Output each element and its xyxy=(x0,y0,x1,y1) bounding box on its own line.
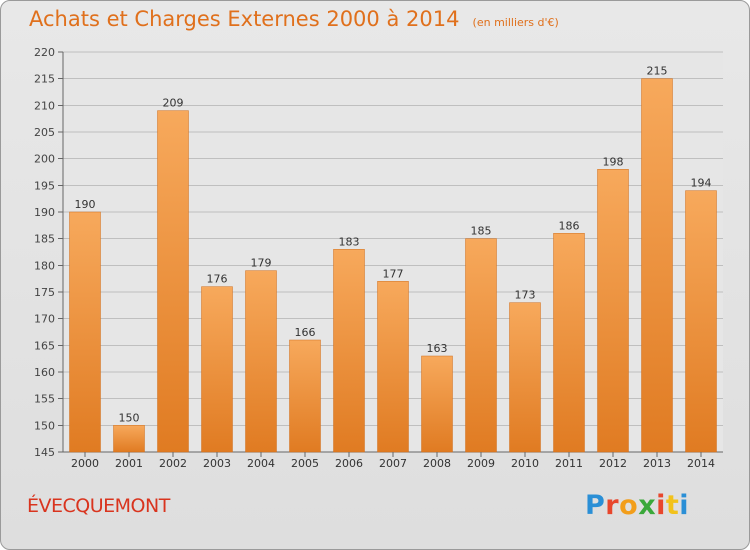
data-label: 185 xyxy=(471,225,492,238)
x-tick-label: 2005 xyxy=(291,457,319,470)
data-label: 179 xyxy=(251,257,272,270)
bar xyxy=(465,238,497,453)
bar xyxy=(333,249,365,453)
y-tick-label: 175 xyxy=(34,286,55,299)
x-tick-label: 2003 xyxy=(203,457,231,470)
chart-subtitle: (en milliers d'€) xyxy=(472,16,559,29)
x-tick-label: 2001 xyxy=(115,457,143,470)
bar xyxy=(685,190,717,453)
data-label: 163 xyxy=(427,342,448,355)
bar xyxy=(289,339,321,453)
logo-letter: P xyxy=(585,490,606,521)
y-tick-label: 170 xyxy=(34,313,55,326)
x-tick-label: 2009 xyxy=(467,457,495,470)
y-tick-label: 220 xyxy=(34,46,55,59)
bar xyxy=(597,169,629,453)
data-label: 186 xyxy=(559,219,580,232)
proxiti-logo: Proxiti xyxy=(585,490,689,521)
y-tick-label: 200 xyxy=(34,153,55,166)
y-tick-label: 155 xyxy=(34,393,55,406)
y-tick-label: 145 xyxy=(34,446,55,459)
bar xyxy=(201,286,233,453)
x-tick-label: 2002 xyxy=(159,457,187,470)
bar xyxy=(245,270,277,453)
bar xyxy=(113,425,145,453)
y-tick-label: 180 xyxy=(34,259,55,272)
bar xyxy=(553,233,585,453)
data-label: 209 xyxy=(163,97,184,110)
bar xyxy=(509,302,541,453)
logo-letter: i xyxy=(656,490,666,521)
x-tick-label: 2007 xyxy=(379,457,407,470)
y-tick-label: 150 xyxy=(34,419,55,432)
x-tick-label: 2014 xyxy=(687,457,715,470)
data-label: 190 xyxy=(75,198,96,211)
y-tick-label: 160 xyxy=(34,366,55,379)
x-tick-label: 2012 xyxy=(599,457,627,470)
x-tick-label: 2013 xyxy=(643,457,671,470)
y-tick-label: 185 xyxy=(34,233,55,246)
y-tick-label: 210 xyxy=(34,99,55,112)
data-label: 150 xyxy=(119,411,140,424)
x-tick-label: 2011 xyxy=(555,457,583,470)
chart-title: Achats et Charges Externes 2000 à 2014 xyxy=(29,7,460,31)
bar xyxy=(69,211,101,453)
logo-letter: o xyxy=(619,490,639,521)
data-label: 173 xyxy=(515,289,536,302)
data-label: 194 xyxy=(691,177,712,190)
logo-letter: t xyxy=(665,490,680,521)
data-label: 166 xyxy=(295,326,316,339)
data-label: 176 xyxy=(207,273,228,286)
x-tick-label: 2006 xyxy=(335,457,363,470)
logo-letter: i xyxy=(679,490,690,521)
data-label: 215 xyxy=(647,65,668,78)
x-tick-label: 2010 xyxy=(511,457,539,470)
bar xyxy=(157,110,189,453)
data-label: 177 xyxy=(383,267,404,280)
x-tick-label: 2000 xyxy=(71,457,99,470)
y-tick-label: 165 xyxy=(34,339,55,352)
commune-name: ÉVECQUEMONT xyxy=(27,495,170,517)
title-row: Achats et Charges Externes 2000 à 2014 (… xyxy=(29,7,559,31)
data-label: 198 xyxy=(603,155,624,168)
y-tick-label: 190 xyxy=(34,206,55,219)
logo-letter: r xyxy=(605,490,620,521)
x-tick-label: 2004 xyxy=(247,457,275,470)
x-tick-label: 2008 xyxy=(423,457,451,470)
bar xyxy=(377,281,409,453)
bar xyxy=(641,78,673,453)
y-tick-label: 195 xyxy=(34,179,55,192)
y-tick-label: 215 xyxy=(34,73,55,86)
y-tick-label: 205 xyxy=(34,126,55,139)
data-label: 183 xyxy=(339,235,360,248)
bar xyxy=(421,355,453,453)
logo-letter: x xyxy=(638,490,657,521)
